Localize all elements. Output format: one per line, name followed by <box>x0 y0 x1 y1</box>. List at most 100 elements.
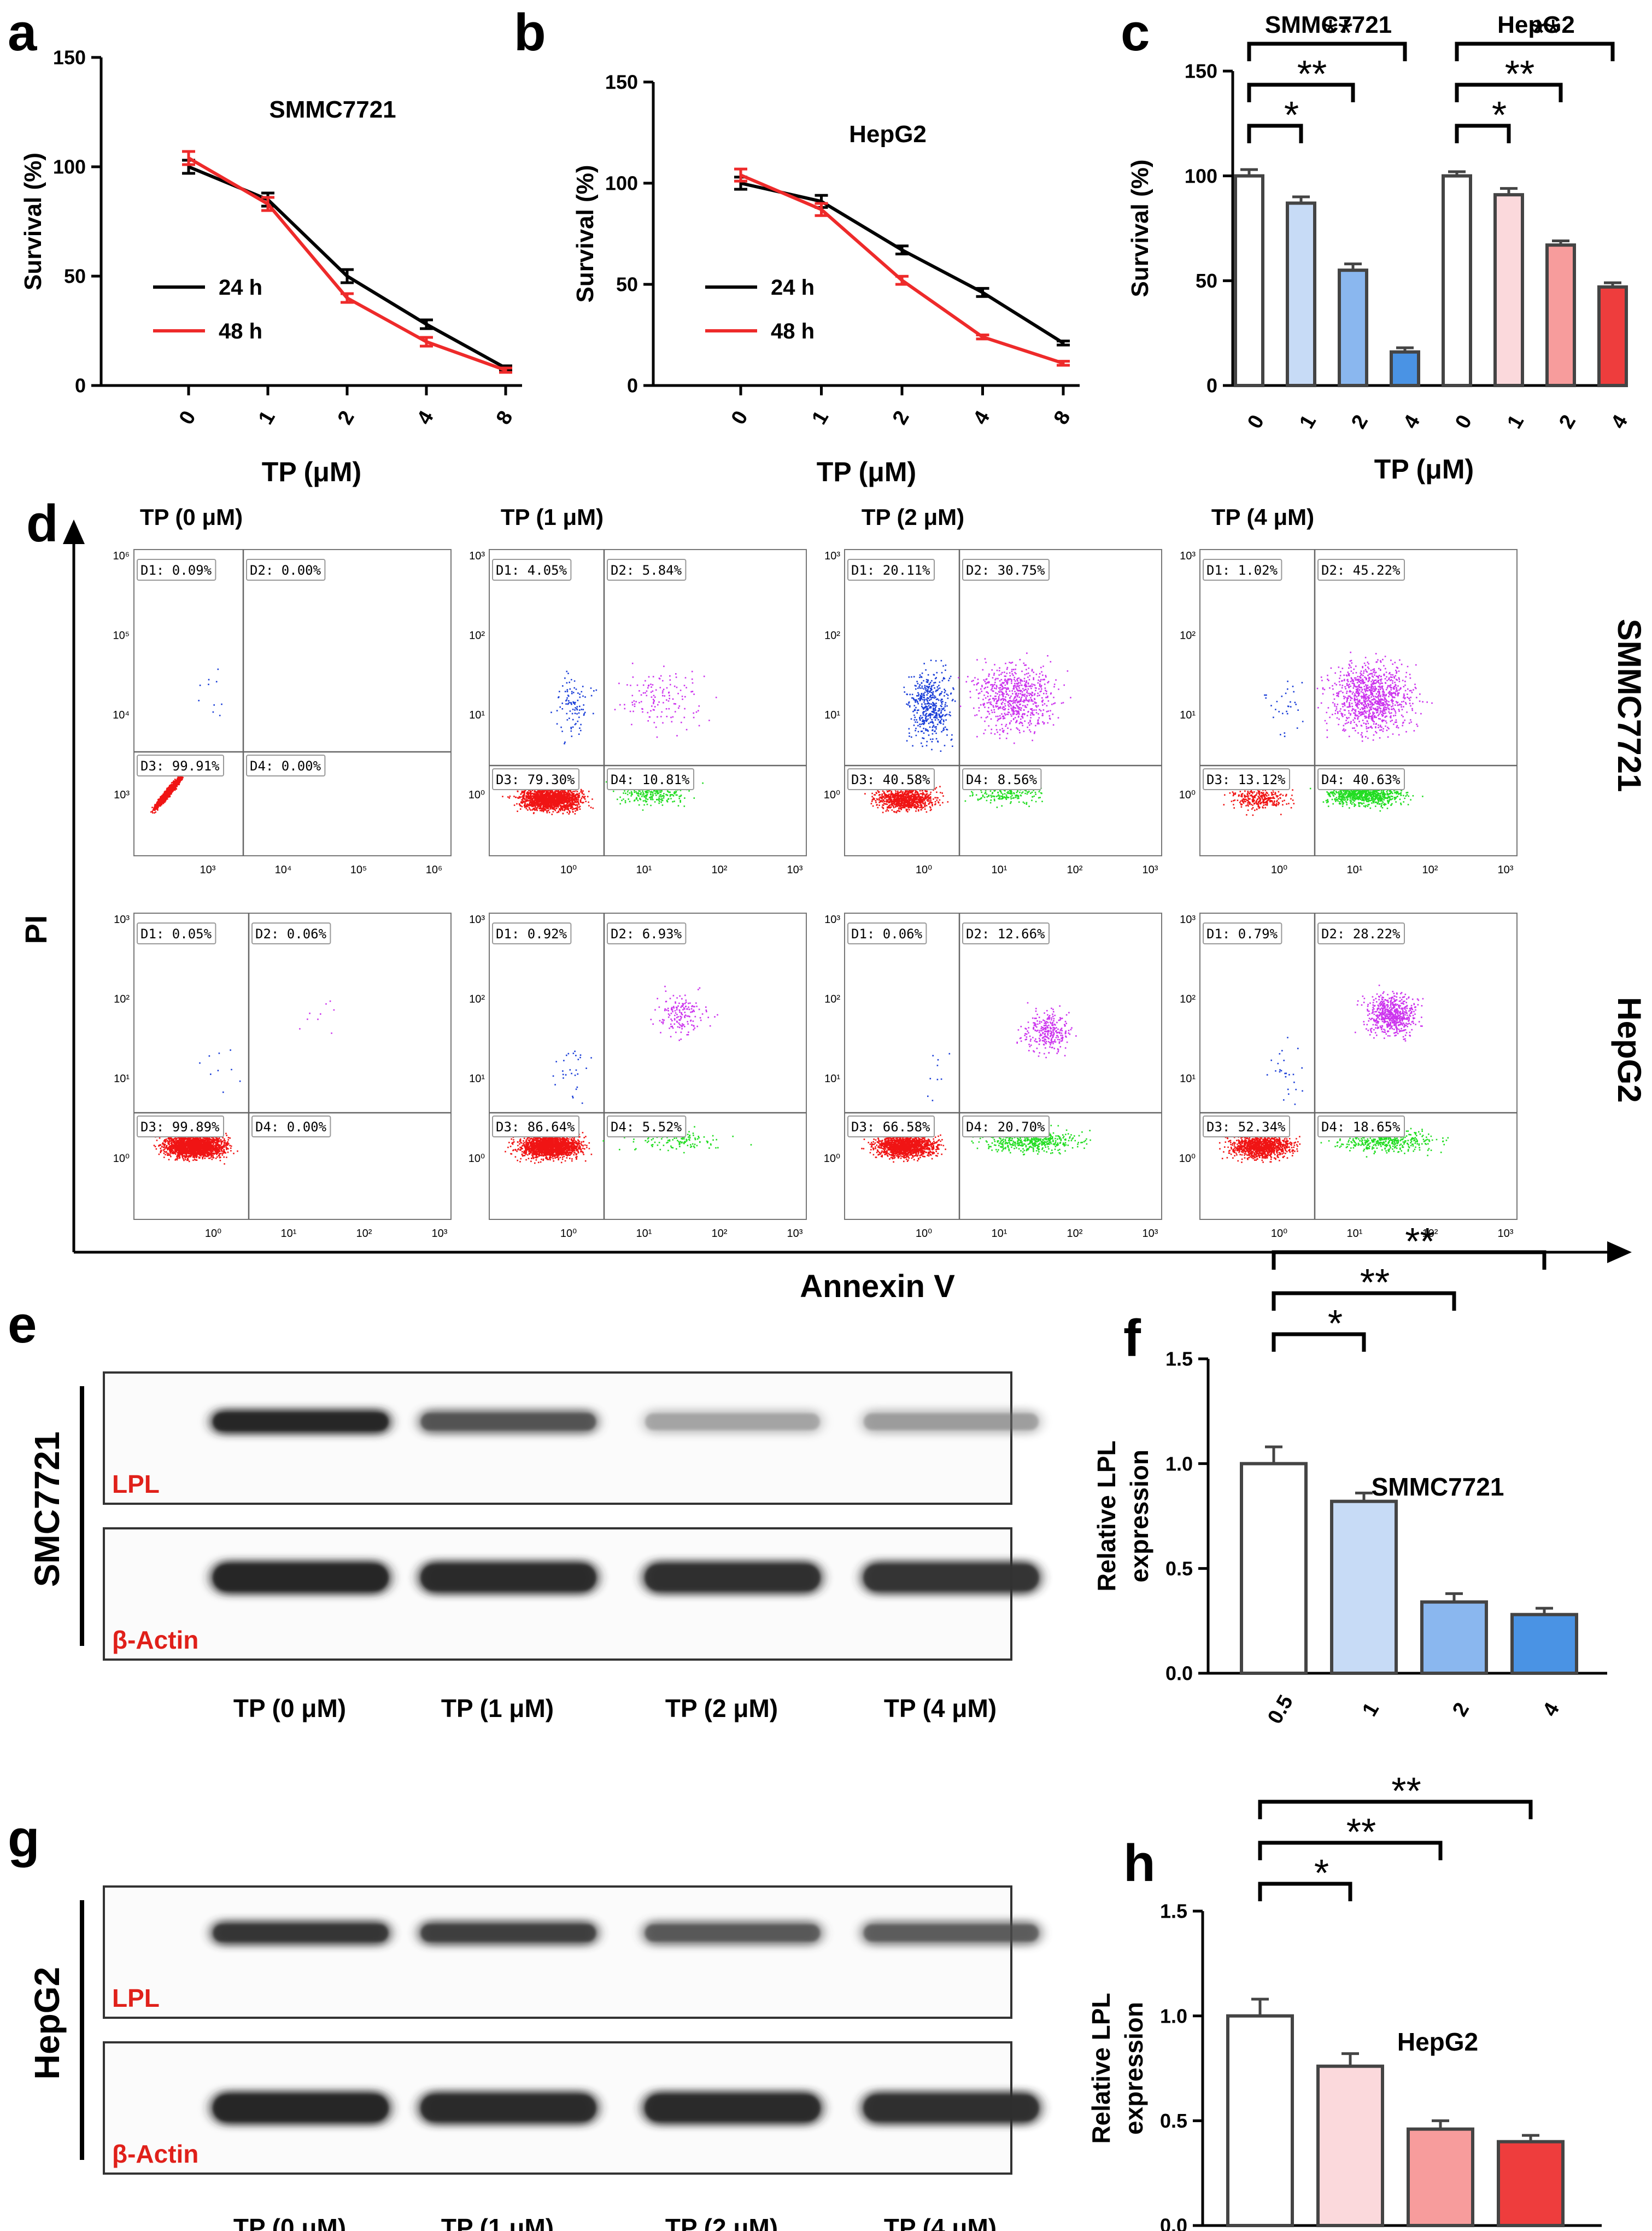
flow-dots-d3 <box>861 1131 946 1163</box>
flow-ytick-label: 10⁰ <box>468 789 485 801</box>
blot-lane-label: TP (1 μM) <box>441 2214 554 2231</box>
bar <box>1493 193 1524 387</box>
blot-side-label: HepG2 <box>27 1967 67 2080</box>
x-tick-label: 0 <box>1243 411 1269 433</box>
legend-label: 48 h <box>219 319 262 343</box>
quadrant-label-box <box>962 768 1042 790</box>
quadrant-label-box <box>607 1116 687 1137</box>
flow-xtick-label: 10⁰ <box>560 864 577 876</box>
quadrant-label-box <box>1317 922 1405 944</box>
quadrant-label-box <box>251 1116 331 1137</box>
quadrant-label-box <box>1317 1116 1405 1137</box>
flow-ytick-label: 10² <box>114 994 130 1006</box>
quadrant-label-d3: D3: 86.64% <box>496 1119 575 1135</box>
quadrant-label-box <box>607 559 687 581</box>
quadrant-label-d1: D1: 1.02% <box>1206 563 1278 578</box>
flow-ytick-label: 10¹ <box>114 1073 130 1085</box>
quadrant-label-box <box>1203 559 1282 581</box>
flow-xtick-label: 10¹ <box>281 1228 297 1240</box>
blot-band-label: β-Actin <box>112 2140 198 2168</box>
quadrant-label-box <box>1203 1116 1290 1137</box>
significance-bracket <box>1247 124 1303 143</box>
panel-letter-a: a <box>8 3 37 62</box>
flow-plot: 10³ 10² 10¹ 10⁰ 10⁰ 10¹ 10² 10³ D1: 20.11% D2: 30… <box>824 549 1162 876</box>
flow-xtick-label: 10³ <box>432 1228 448 1240</box>
chart-b-ylabel: Survival (%) <box>572 165 599 303</box>
significance-bracket <box>1247 83 1355 102</box>
quadrant-label-d1: D1: 0.05% <box>140 926 212 942</box>
x-tick-label: 0 <box>1451 411 1477 433</box>
flow-dots-d3 <box>505 1129 593 1164</box>
blot-band-core <box>421 1925 596 1941</box>
flow-plot-frame <box>133 549 452 856</box>
significance-bracket <box>1455 124 1511 143</box>
flow-ytick-label: 10³ <box>469 914 485 926</box>
flow-cytometry-panel: PI Annexin V TP (0 μM) TP (1 μM) TP (2 μM)… <box>19 504 1648 1304</box>
error-bar <box>499 366 512 374</box>
quadrant-label-d4: D4: 18.65% <box>1321 1119 1401 1135</box>
x-tick-label: 1 <box>807 407 833 428</box>
error-bar <box>976 334 989 341</box>
chart-a-xlabel: TP (μM) <box>262 457 361 487</box>
x-tick-label: 2 <box>1347 411 1373 433</box>
blot-lane-label: TP (4 μM) <box>884 1694 997 1722</box>
c-ytick-label: 150 <box>1185 60 1217 83</box>
flow-xtick-label: 10¹ <box>636 864 652 876</box>
flow-ytick-label: 10⁰ <box>1179 1153 1196 1165</box>
c-ytick-label: 50 <box>1196 270 1217 292</box>
bar <box>1420 1600 1488 1675</box>
flow-xtick-label: 10² <box>712 1228 728 1240</box>
x-tick-label: 8 <box>1050 407 1075 428</box>
flow-dots-d2 <box>958 652 1071 744</box>
quadrant-label-box <box>962 922 1050 944</box>
chart-h-ytick-label: 0.5 <box>1160 2110 1187 2132</box>
flow-plot-frame <box>489 913 807 1220</box>
blot-band-core <box>421 1414 596 1430</box>
error-bar <box>420 336 433 348</box>
chart-b-title: HepG2 <box>849 121 927 148</box>
flow-xtick-label: 10⁴ <box>275 864 292 876</box>
significance-label: ** <box>1297 52 1327 95</box>
x-tick-label: 8 <box>492 407 518 428</box>
panel-letter-f: f <box>1123 1309 1141 1368</box>
flow-xtick-label: 10² <box>712 864 728 876</box>
significance-bracket <box>1455 42 1615 61</box>
flow-ytick-label: 10¹ <box>1180 709 1196 721</box>
chart-a-title: SMMC7721 <box>269 96 396 123</box>
significance-bracket <box>1258 1882 1352 1901</box>
flow-dot-cloud <box>153 1000 335 1165</box>
bar <box>1240 1462 1308 1675</box>
panel-letter-d: d <box>26 494 58 553</box>
blot-lane-label: TP (2 μM) <box>665 1694 778 1722</box>
flow-ytick-label: 10² <box>469 994 485 1006</box>
quadrant-label-d1: D1: 0.06% <box>851 926 923 942</box>
x-tick-label: 0 <box>727 407 753 428</box>
quadrant-label-d1: D1: 20.11% <box>851 563 930 578</box>
quadrant-label-d2: D2: 12.66% <box>966 926 1045 942</box>
x-tick-label: 2 <box>888 407 914 428</box>
flow-ytick-label: 10¹ <box>1180 1073 1196 1085</box>
flow-xtick-label: 10¹ <box>1347 1228 1363 1240</box>
chart-f-ytick-label: 1.5 <box>1165 1348 1193 1370</box>
chart-h-ylabel-2: expression <box>1120 2002 1148 2135</box>
c-group-title: HepG2 <box>1497 11 1575 38</box>
quadrant-label-box <box>847 922 927 944</box>
western-blot-hepg2: HepG2 LPL β-Actin TP (0 μM) TP (1 μM) TP (2 μ… <box>27 1885 1041 2231</box>
c-ytick-label: 0 <box>1206 375 1217 397</box>
lpl-bar-chart-smmc7721: 0.00.51.01.50.5 1 2 4*****SMMC7721Relative … <box>1092 1220 1607 1728</box>
bar <box>1338 268 1368 387</box>
flow-xtick-label: 10⁰ <box>916 864 932 876</box>
flow-ytick-label: 10¹ <box>469 1073 485 1085</box>
chart-a-ylabel: Survival (%) <box>20 153 46 290</box>
blot-lane-label: TP (0 μM) <box>233 2214 346 2231</box>
flow-plot-frame <box>844 913 1162 1220</box>
x-tick-label: 4 <box>413 407 438 428</box>
flow-plot-frame <box>133 913 452 1220</box>
quadrant-label-box <box>492 559 572 581</box>
bar <box>1510 1613 1578 1675</box>
quadrant-label-box <box>492 922 572 944</box>
flow-ytick-label: 10⁶ <box>113 550 130 562</box>
flow-xtick-label: 10⁰ <box>560 1228 577 1240</box>
flow-dot-cloud <box>1219 984 1449 1163</box>
significance-label: * <box>1284 94 1299 136</box>
